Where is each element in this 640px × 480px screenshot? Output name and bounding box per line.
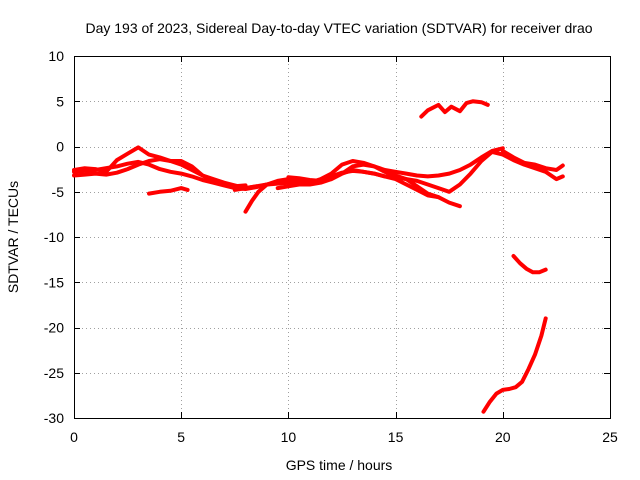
series-line-track-10 bbox=[490, 149, 565, 182]
y-tick-label: -30 bbox=[44, 410, 64, 426]
x-tick-label: 20 bbox=[495, 429, 511, 445]
x-tick-label: 15 bbox=[388, 429, 404, 445]
series-line-track-2 bbox=[72, 157, 259, 191]
chart-title: Day 193 of 2023, Sidereal Day-to-day VTE… bbox=[85, 20, 592, 36]
y-tick-label: -25 bbox=[44, 365, 64, 381]
grid-lines bbox=[74, 56, 610, 418]
y-tick-label: -10 bbox=[44, 229, 64, 245]
y-tick-label: -20 bbox=[44, 320, 64, 336]
y-tick-label: -15 bbox=[44, 274, 64, 290]
y-tick-label: -5 bbox=[52, 184, 65, 200]
series-line-track-13 bbox=[481, 316, 548, 414]
axis-ticks: 0 5 10 15 20 25 -30 -25 -20 -15 -10 -5 0 5 10 bbox=[44, 48, 618, 445]
x-tick-label: 5 bbox=[177, 429, 185, 445]
x-tick-label: 10 bbox=[281, 429, 297, 445]
x-tick-label: 25 bbox=[602, 429, 618, 445]
y-axis-label: SDTVAR / TECUs bbox=[5, 181, 21, 293]
series-line-track-4 bbox=[147, 186, 190, 196]
series-line-track-12 bbox=[511, 254, 548, 275]
x-tick-label: 0 bbox=[70, 429, 78, 445]
x-axis-label: GPS time / hours bbox=[286, 457, 393, 473]
series-line-track-9 bbox=[419, 99, 490, 119]
y-tick-label: 5 bbox=[56, 93, 64, 109]
series-layer bbox=[72, 99, 565, 414]
y-tick-label: 0 bbox=[56, 139, 64, 155]
series-line-track-11 bbox=[500, 149, 565, 172]
series-line-track-8 bbox=[232, 168, 441, 200]
y-tick-label: 10 bbox=[48, 48, 64, 64]
